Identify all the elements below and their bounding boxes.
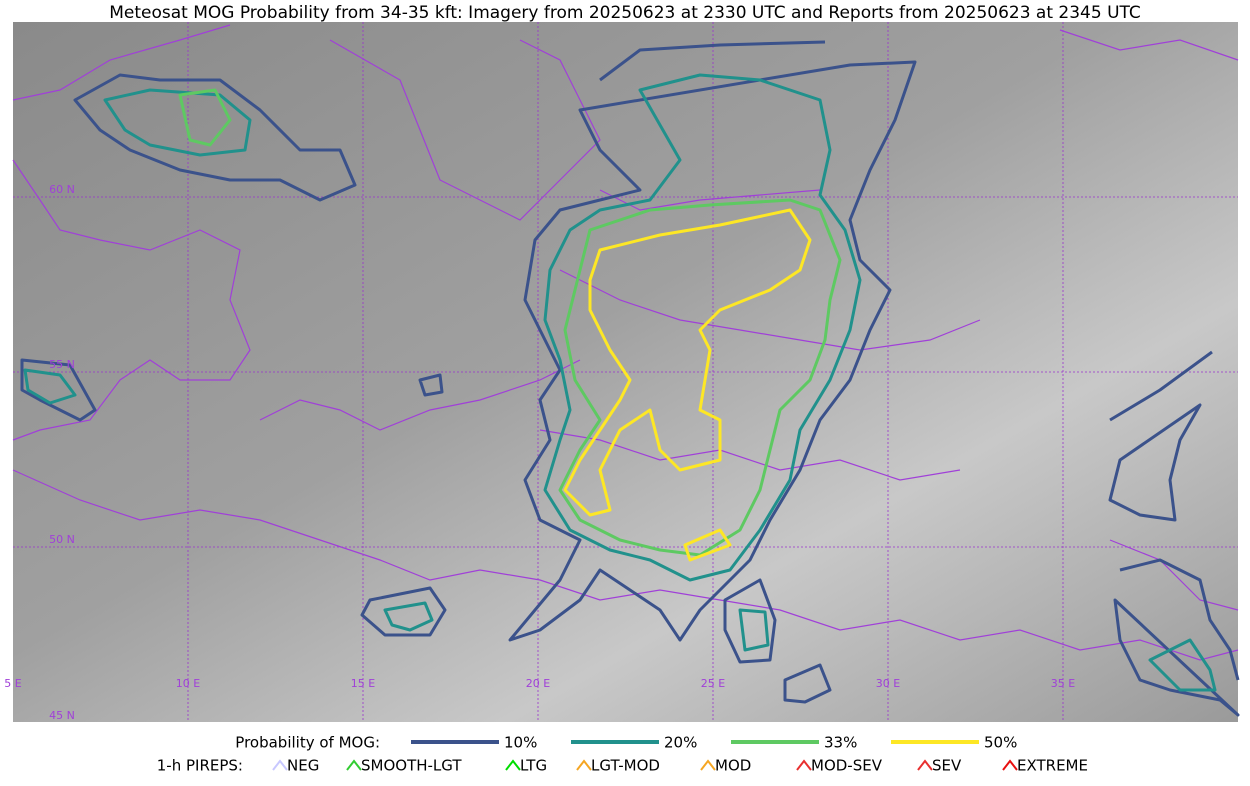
lon-label: 35 E — [1051, 677, 1075, 690]
legend-title: Probability of MOG: — [235, 734, 380, 752]
lat-label: 55 N — [49, 358, 75, 371]
legend-label: 33% — [824, 734, 857, 752]
lat-label: 50 N — [49, 533, 75, 546]
lon-label: 10 E — [176, 677, 200, 690]
contours — [20, 40, 1240, 717]
lon-label: 5 E — [4, 677, 21, 690]
pirep-symbol — [700, 759, 716, 771]
pirep-symbol — [346, 759, 362, 771]
legend-label: MOD — [715, 757, 751, 775]
pirep-symbol — [917, 759, 933, 771]
legend-label: MOD-SEV — [811, 757, 883, 775]
coastlines — [12, 24, 1239, 661]
legend-label: NEG — [287, 757, 319, 775]
legend-label: 50% — [984, 734, 1017, 752]
legend-label: EXTREME — [1017, 757, 1088, 775]
legend-label: SMOOTH-LGT — [361, 757, 462, 775]
pirep-symbol — [576, 759, 592, 771]
title: Meteosat MOG Probability from 34-35 kft:… — [109, 3, 1141, 23]
lon-label: 25 E — [701, 677, 725, 690]
pirep-symbol — [272, 759, 288, 771]
legend-label: 20% — [664, 734, 697, 752]
pirep-symbol — [505, 759, 521, 771]
legend-label: LTG — [520, 757, 547, 775]
legend-label: 10% — [504, 734, 537, 752]
legend: Probability of MOG: 10% 20% 33% 50% 1-h PIREP… — [157, 734, 1088, 775]
legend-label: SEV — [932, 757, 962, 775]
lon-label: 30 E — [876, 677, 900, 690]
lon-label: 15 E — [351, 677, 375, 690]
legend-title: 1-h PIREPS: — [157, 757, 243, 775]
geo-labels: 60 N 55 N 50 N 45 N 5 E 10 E 15 E 20 E 25 E 30 E 3… — [4, 183, 1075, 722]
legend-label: LGT-MOD — [591, 757, 660, 775]
lon-label: 20 E — [526, 677, 550, 690]
pirep-symbol — [796, 759, 812, 771]
lat-label: 60 N — [49, 183, 75, 196]
pirep-symbol — [1002, 759, 1018, 771]
lat-label: 45 N — [49, 709, 75, 722]
